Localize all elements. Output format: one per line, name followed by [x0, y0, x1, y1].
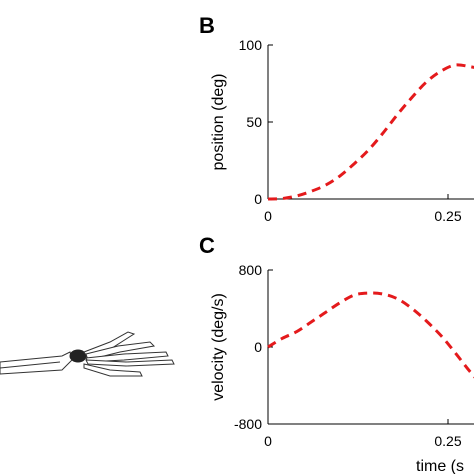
- panel-b-plot: 100 50 0 0 0.25 position (deg): [210, 37, 474, 224]
- panel-c-xtick-label-025: 0.25: [434, 433, 461, 449]
- finger-bone-4: [85, 359, 175, 367]
- panel-b-ytick-label-100: 100: [239, 37, 263, 53]
- panel-c-xtick-label-0: 0: [264, 433, 272, 449]
- panel-c-plot: 800 0 -800 0 0.25 velocity (deg/s) time …: [210, 262, 474, 474]
- panel-c-ytick-label-neg800: -800: [234, 416, 262, 432]
- panel-c-y-axis-label: velocity (deg/s): [210, 293, 227, 401]
- forearm-bone: [0, 351, 73, 375]
- panel-b-ytick-label-0: 0: [254, 191, 262, 207]
- panel-c-ytick-label-0: 0: [254, 339, 262, 355]
- panel-b-xtick-label-0: 0: [264, 208, 272, 224]
- panel-c-x-axis-label: time (s: [416, 458, 464, 474]
- panel-c-ytick-label-800: 800: [239, 262, 263, 278]
- panel-letter-b: B: [199, 13, 215, 38]
- panel-b-xtick-label-025: 0.25: [434, 208, 461, 224]
- panel-b-y-axis-label: position (deg): [210, 74, 227, 171]
- forearm-bone-line: [0, 361, 61, 369]
- panel-b-position-line: [267, 63, 474, 201]
- panel-c-velocity-line: [267, 291, 474, 379]
- thumb-bone: [83, 363, 143, 377]
- wrist-bones: [69, 349, 87, 363]
- panel-letter-c: C: [199, 233, 215, 258]
- arm-skeleton-illustration: [0, 331, 175, 377]
- panel-b-ytick-label-50: 50: [246, 114, 262, 130]
